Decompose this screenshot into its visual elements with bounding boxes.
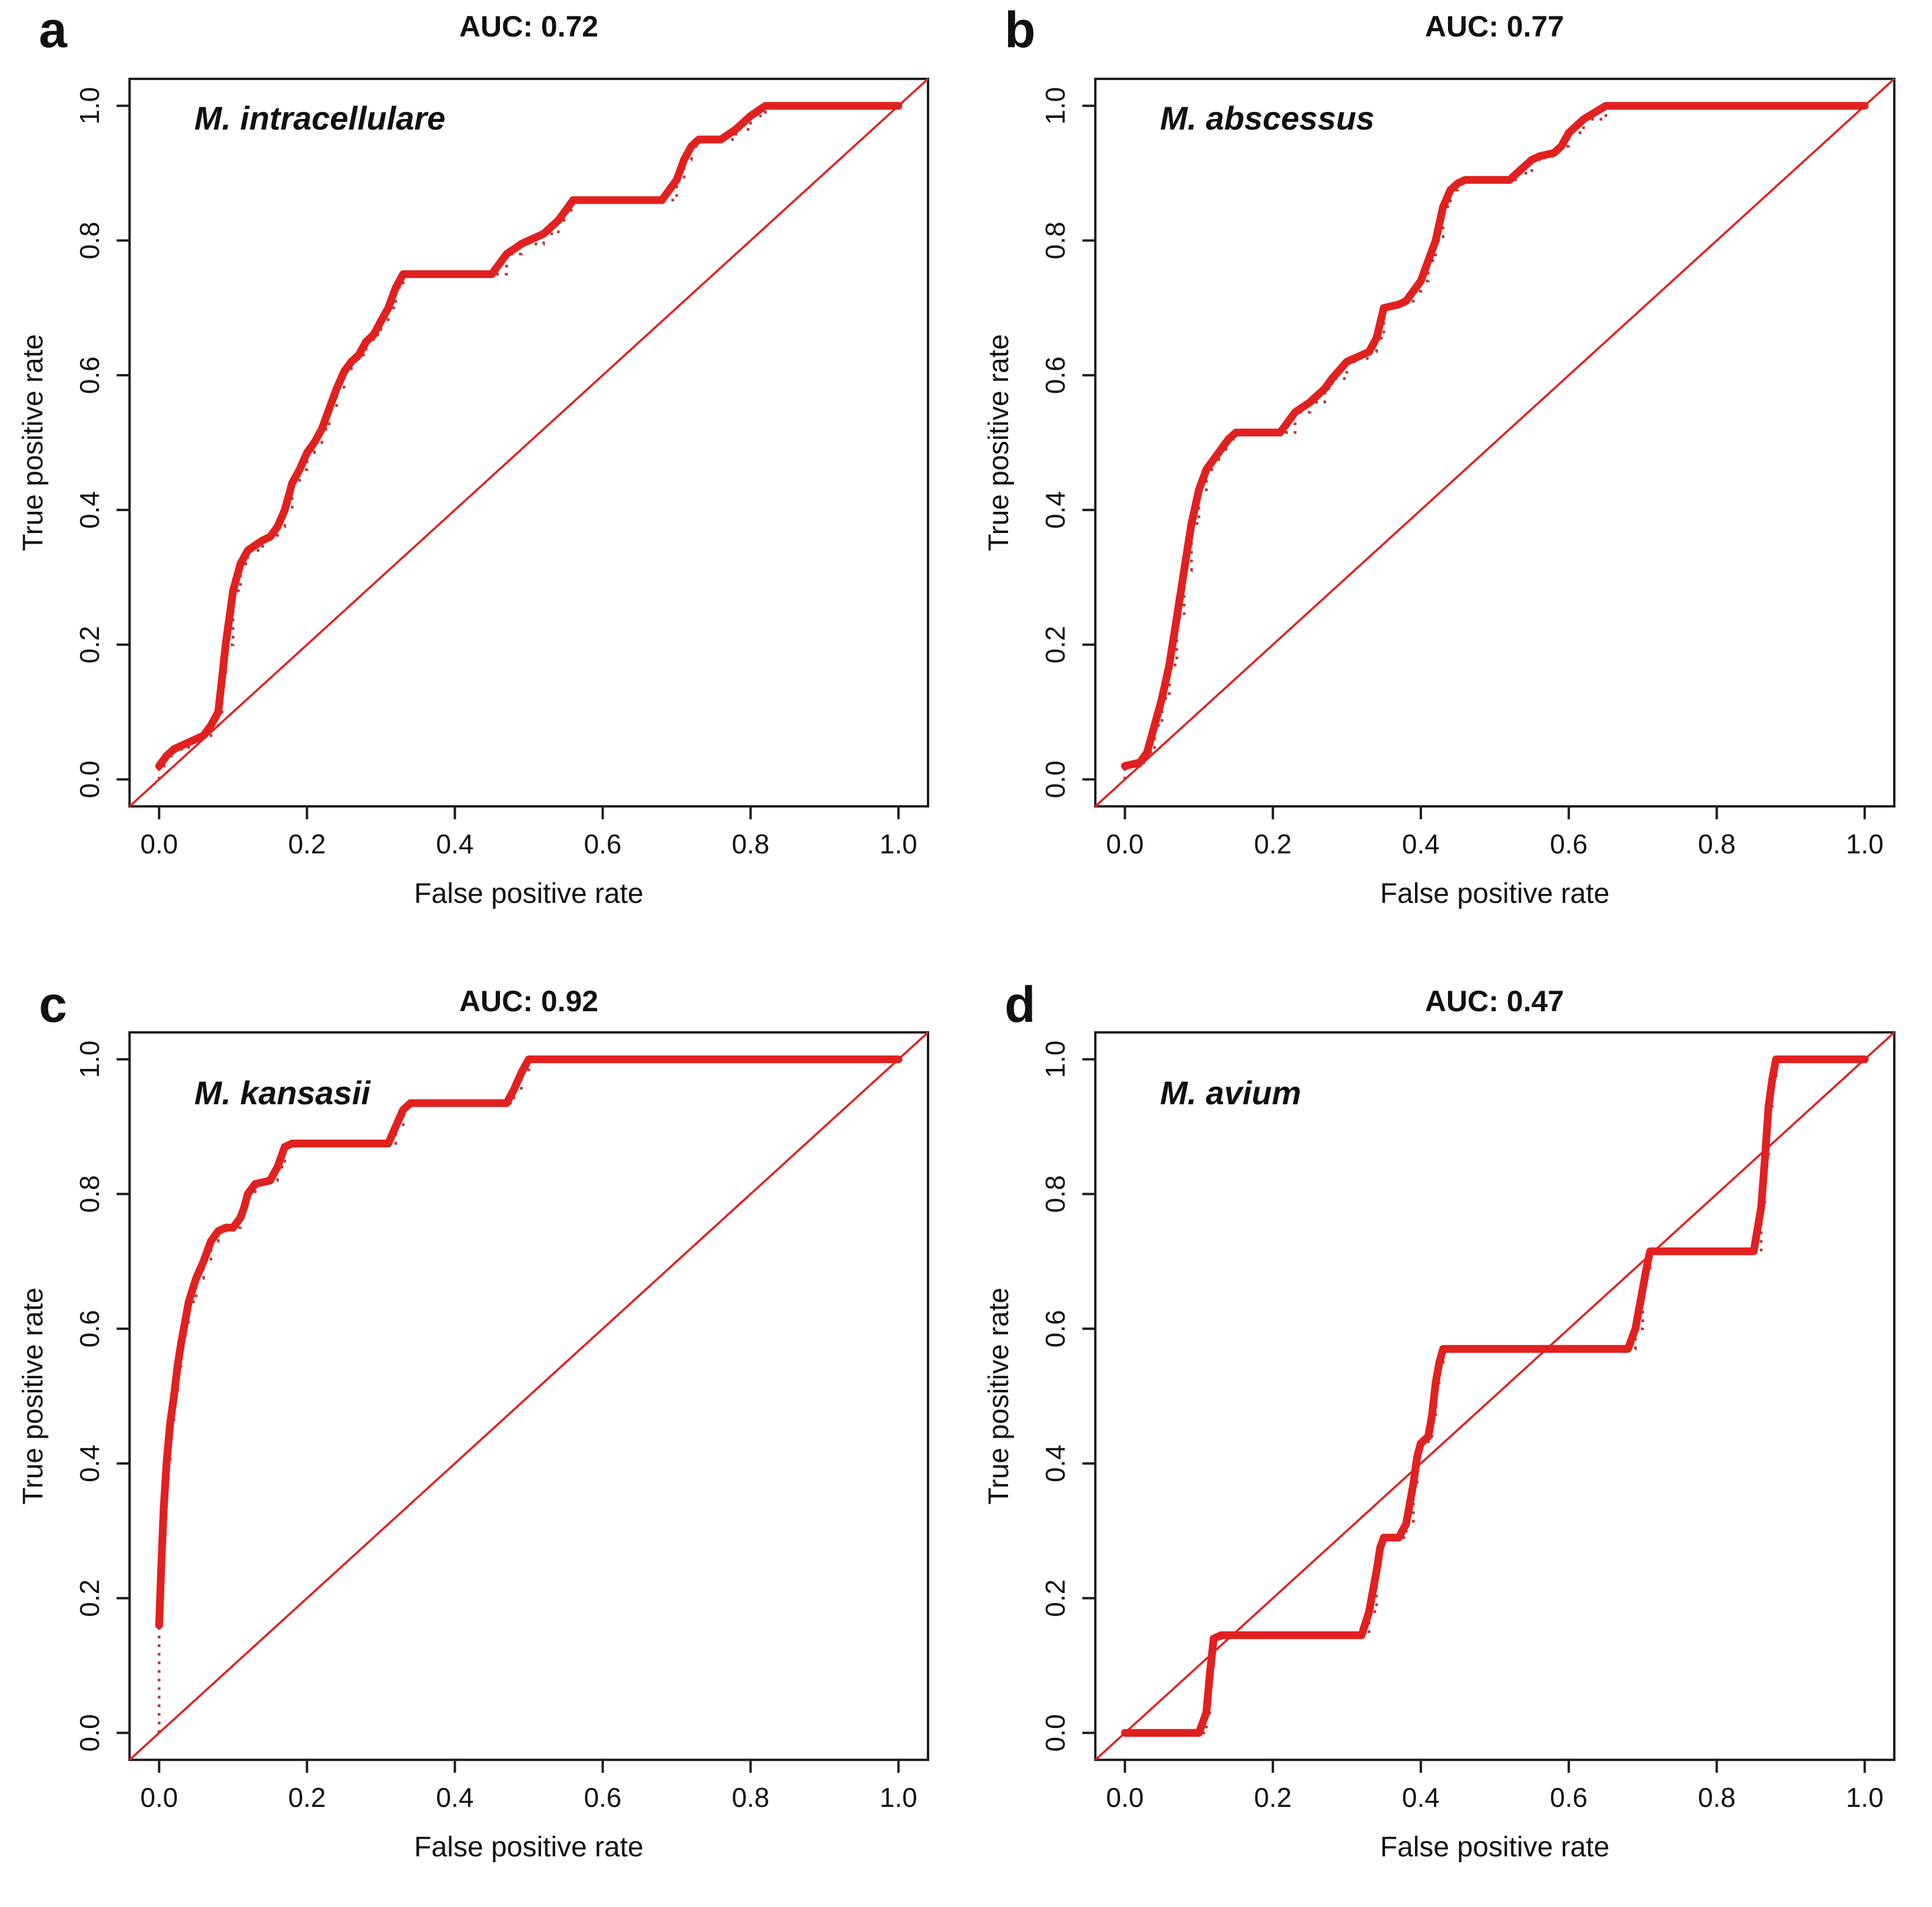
x-tick-label: 0.6 bbox=[584, 1782, 622, 1813]
x-tick-label: 1.0 bbox=[880, 1782, 917, 1813]
y-tick-label: 0.0 bbox=[1040, 1714, 1071, 1752]
y-tick-label: 0.0 bbox=[74, 1714, 105, 1752]
y-tick-label: 0.6 bbox=[1040, 356, 1071, 394]
x-tick-label: 0.4 bbox=[436, 1782, 473, 1813]
auc-title-a: AUC: 0.72 bbox=[459, 10, 599, 43]
y-tick-label: 0.8 bbox=[1040, 221, 1071, 259]
y-tick-label: 0.2 bbox=[1040, 626, 1071, 664]
x-tick-label: 0.6 bbox=[584, 829, 622, 859]
plot-box bbox=[128, 1031, 929, 1762]
auc-title-d: AUC: 0.47 bbox=[1424, 985, 1565, 1018]
x-axis-title: False positive rate bbox=[1380, 1832, 1610, 1863]
diagonal-reference-line bbox=[128, 78, 929, 807]
x-tick-label: 0.8 bbox=[732, 1782, 770, 1813]
y-axis-title: True positive rate bbox=[983, 1287, 1015, 1505]
panel-b: b AUC: 0.77 M. abscessus 0.0 0.2 0.4 0.6 0.8… bbox=[966, 0, 1932, 954]
diagonal-reference-line bbox=[128, 1031, 929, 1761]
y-tick-label: 0.0 bbox=[1040, 760, 1071, 798]
roc-curve bbox=[1121, 102, 1869, 770]
y-tick-label: 0.8 bbox=[1040, 1175, 1071, 1213]
panel-letter-d: d bbox=[1005, 976, 1036, 1033]
x-axis-title: False positive rate bbox=[414, 878, 643, 909]
roc-chart-a: 0.0 0.2 0.4 0.6 0.8 1.0 0.0 0.2 0.4 0.6 0.8 1.0 Fals… bbox=[18, 77, 929, 909]
x-tick-label: 1.0 bbox=[1846, 1782, 1884, 1813]
auc-title-b: AUC: 0.77 bbox=[1424, 10, 1565, 43]
x-tick-label: 0.8 bbox=[732, 829, 770, 859]
y-tick-label: 1.0 bbox=[1040, 87, 1071, 125]
roc-chart-b: 0.0 0.2 0.4 0.6 0.8 1.0 0.0 0.2 0.4 0.6 0.8 1.0 Fals… bbox=[983, 77, 1895, 909]
y-tick-label: 0.4 bbox=[1040, 491, 1071, 529]
panel-d: d AUC: 0.47 M. avium 0.0 0.2 0.4 0.6 0.8 1.0 0… bbox=[966, 954, 1932, 1907]
roc-curve bbox=[155, 1055, 903, 1630]
x-tick-label: 0.0 bbox=[1106, 829, 1144, 859]
species-label-d: M. avium bbox=[1160, 1074, 1301, 1111]
x-axis-title: False positive rate bbox=[1380, 878, 1610, 909]
x-tick-label: 0.4 bbox=[1402, 1782, 1440, 1813]
y-tick-label: 1.0 bbox=[74, 87, 105, 125]
x-tick-label: 0.6 bbox=[1550, 1782, 1588, 1813]
panel-letter-c: c bbox=[39, 976, 67, 1033]
species-label-b: M. abscessus bbox=[1160, 100, 1375, 137]
panel-letter-a: a bbox=[39, 2, 67, 58]
plot-box bbox=[1094, 77, 1895, 808]
y-axis-title: True positive rate bbox=[983, 334, 1015, 551]
y-tick-label: 0.2 bbox=[74, 626, 105, 664]
y-tick-label: 0.0 bbox=[74, 760, 105, 798]
roc-chart-c: 0.0 0.2 0.4 0.6 0.8 1.0 0.0 0.2 0.4 0.6 0.8 1.0 Fals… bbox=[18, 1031, 929, 1863]
roc-chart-d: 0.0 0.2 0.4 0.6 0.8 1.0 0.0 0.2 0.4 0.6 0.8 1.0 Fals… bbox=[983, 1031, 1895, 1863]
x-tick-label: 0.0 bbox=[140, 1782, 178, 1813]
x-tick-label: 0.2 bbox=[288, 1782, 326, 1813]
y-tick-label: 0.6 bbox=[74, 356, 105, 394]
y-tick-label: 1.0 bbox=[74, 1041, 105, 1078]
panel-c: c AUC: 0.92 M. kansasii 0.0 0.2 0.4 0.6 0.8 1… bbox=[0, 954, 966, 1907]
y-tick-label: 0.2 bbox=[1040, 1580, 1071, 1617]
x-tick-label: 0.0 bbox=[1106, 1782, 1144, 1813]
x-axis-title: False positive rate bbox=[414, 1832, 643, 1863]
y-axis-title: True positive rate bbox=[18, 1287, 49, 1505]
y-tick-label: 1.0 bbox=[1040, 1041, 1071, 1078]
x-tick-label: 0.2 bbox=[1254, 829, 1292, 859]
y-axis-title: True positive rate bbox=[18, 334, 49, 551]
species-label-a: M. intracellulare bbox=[194, 100, 446, 137]
roc-curve bbox=[1121, 1055, 1869, 1737]
y-tick-label: 0.2 bbox=[74, 1580, 105, 1617]
x-tick-label: 0.6 bbox=[1550, 829, 1588, 859]
y-tick-label: 0.4 bbox=[74, 491, 105, 529]
y-tick-label: 0.8 bbox=[74, 221, 105, 259]
x-tick-label: 1.0 bbox=[880, 829, 917, 859]
y-tick-label: 0.4 bbox=[1040, 1445, 1071, 1482]
x-tick-label: 0.8 bbox=[1698, 829, 1735, 859]
x-tick-label: 0.4 bbox=[1402, 829, 1440, 859]
species-label-c: M. kansasii bbox=[194, 1074, 370, 1111]
y-tick-label: 0.8 bbox=[74, 1175, 105, 1213]
x-tick-label: 0.4 bbox=[436, 829, 473, 859]
x-tick-label: 0.2 bbox=[1254, 1782, 1292, 1813]
y-tick-label: 0.6 bbox=[74, 1310, 105, 1348]
empirical-roc-dotted bbox=[1124, 104, 1865, 780]
roc-curve bbox=[155, 102, 903, 770]
x-tick-label: 0.2 bbox=[288, 829, 326, 859]
diagonal-reference-line bbox=[1094, 78, 1895, 807]
x-tick-label: 0.8 bbox=[1698, 1782, 1735, 1813]
x-tick-label: 0.0 bbox=[140, 829, 178, 859]
panel-letter-b: b bbox=[1005, 2, 1036, 58]
y-tick-label: 0.6 bbox=[1040, 1310, 1071, 1348]
auc-title-c: AUC: 0.92 bbox=[459, 985, 599, 1018]
x-tick-label: 1.0 bbox=[1846, 829, 1884, 859]
panel-a: a AUC: 0.72 M. intracellulare 0.0 0.2 0.4 0… bbox=[0, 0, 966, 954]
plot-box bbox=[128, 77, 929, 808]
y-tick-label: 0.4 bbox=[74, 1445, 105, 1482]
plot-box bbox=[1094, 1031, 1895, 1762]
